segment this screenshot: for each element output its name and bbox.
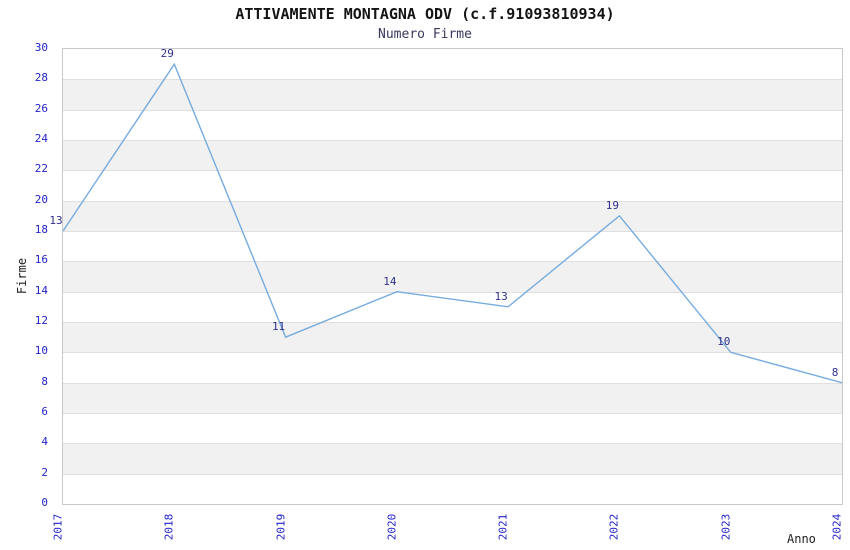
y-tick-label: 4 xyxy=(41,435,48,449)
gridline xyxy=(63,413,842,414)
gridline xyxy=(63,231,842,232)
point-label: 13 xyxy=(49,214,63,227)
plot-band xyxy=(63,443,842,474)
gridline xyxy=(63,140,842,141)
x-tick-label: 2020 xyxy=(385,513,399,541)
series-polyline xyxy=(63,62,842,384)
point-label: 10 xyxy=(717,335,731,349)
y-tick-label: 14 xyxy=(34,283,48,297)
plot-band xyxy=(63,200,842,231)
point-label: 29 xyxy=(160,47,174,61)
point-label: 11 xyxy=(271,320,286,334)
y-tick-label: 16 xyxy=(34,253,48,267)
chart-subtitle: Numero Firme xyxy=(378,27,472,42)
y-tick-label: 10 xyxy=(34,344,48,358)
gridline xyxy=(63,382,842,384)
gridline xyxy=(63,473,842,475)
gridline xyxy=(63,291,842,293)
y-tick-label: 30 xyxy=(34,41,48,54)
gridline xyxy=(63,261,842,263)
gridline xyxy=(63,200,842,202)
x-tick-label: 2021 xyxy=(496,513,510,541)
x-tick-label: 2023 xyxy=(719,513,733,541)
y-tick-label: 24 xyxy=(34,132,48,145)
plot-band xyxy=(63,322,842,353)
point-label: 13 xyxy=(494,289,508,303)
gridline xyxy=(63,170,842,172)
gridline xyxy=(63,352,842,354)
x-tick-label: 2022 xyxy=(607,513,621,541)
plot-band xyxy=(63,382,842,413)
line-series xyxy=(63,62,842,384)
y-tick-label: 28 xyxy=(34,71,48,85)
y-tick-label: 0 xyxy=(41,496,48,509)
y-tick-label: 12 xyxy=(34,314,48,327)
gridline xyxy=(63,443,842,445)
x-axis-title: Anno xyxy=(787,532,816,546)
plot-band xyxy=(63,140,842,171)
point-label: 14 xyxy=(383,274,397,288)
y-tick-label: 26 xyxy=(34,101,48,115)
x-tick-label: 2018 xyxy=(162,513,176,541)
y-tick-label: 2 xyxy=(41,465,48,479)
y-tick-label: 8 xyxy=(41,374,48,388)
plot-band xyxy=(63,261,842,292)
y-tick-label: 22 xyxy=(34,162,48,176)
y-tick-label: 6 xyxy=(41,405,48,418)
point-label: 8 xyxy=(831,365,839,379)
x-tick-label: 2024 xyxy=(830,513,844,541)
point-label: 19 xyxy=(605,198,620,212)
chart-title: ATTIVAMENTE MONTAGNA ODV (c.f.9109381093… xyxy=(235,5,615,23)
gridline xyxy=(63,322,842,323)
gridline xyxy=(63,109,842,111)
y-tick-label: 18 xyxy=(34,223,48,236)
gridline xyxy=(63,79,842,81)
plot-band xyxy=(63,79,842,110)
plot-area xyxy=(62,48,843,505)
x-tick-label: 2019 xyxy=(274,513,288,541)
x-tick-label: 2017 xyxy=(51,513,65,541)
y-tick-label: 20 xyxy=(34,192,48,206)
